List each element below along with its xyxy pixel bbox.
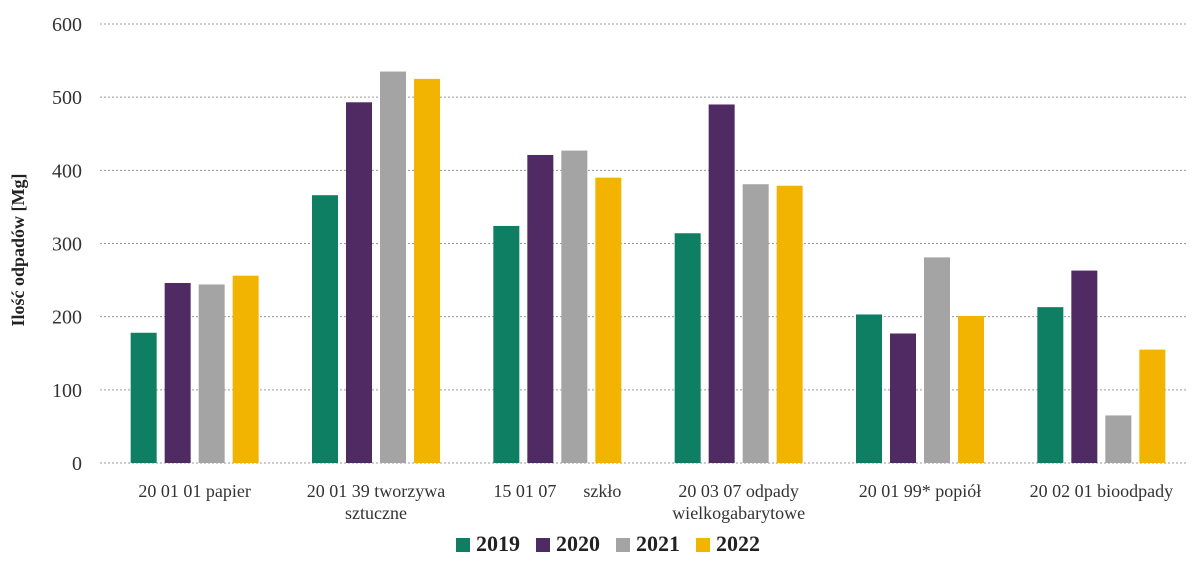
bar-2020 (527, 155, 553, 463)
y-axis-ticks: 0 100 200 300 400 500 600 (52, 14, 82, 475)
gridlines (100, 24, 1188, 463)
legend: 2019 2020 2021 2022 (456, 531, 760, 556)
bar-2021 (199, 284, 225, 463)
legend-label: 2019 (476, 531, 520, 556)
bar-2022 (233, 276, 259, 463)
bar-2021 (561, 151, 587, 463)
category-label: 20 01 99* popiół (859, 481, 982, 501)
bar-2022 (414, 79, 440, 463)
bar-2020 (1071, 271, 1097, 463)
bar-2019 (856, 314, 882, 463)
bar-2021 (924, 257, 950, 463)
y-tick-label: 300 (52, 234, 82, 256)
bar-2019 (1037, 307, 1063, 463)
legend-label: 2020 (556, 531, 600, 556)
category-label: wielkogabarytowe (672, 503, 805, 523)
y-axis-label: Ilość odpadów [Mg] (8, 173, 28, 326)
category-label: 20 01 39 tworzywa (307, 481, 445, 501)
bar-2022 (595, 178, 621, 463)
legend-swatch-2022 (696, 538, 710, 552)
legend-swatch-2021 (616, 538, 630, 552)
category-label: 20 03 07 odpady (678, 481, 799, 501)
y-tick-label: 100 (52, 380, 82, 402)
bar-series (131, 72, 1166, 463)
bar-2019 (493, 226, 519, 463)
bar-2021 (1105, 415, 1131, 463)
x-axis-categories: 20 01 01 papier 20 01 39 tworzywasztuczne… (138, 481, 1173, 523)
category-label: 20 01 01 papier (138, 481, 250, 501)
bar-2021 (380, 72, 406, 463)
category-label: sztuczne (345, 503, 407, 523)
bar-2019 (131, 333, 157, 463)
bar-2019 (675, 233, 701, 463)
bar-2020 (165, 283, 191, 463)
bar-2020 (890, 333, 916, 463)
y-tick-label: 400 (52, 160, 82, 182)
y-tick-label: 600 (52, 14, 82, 36)
y-tick-label: 200 (52, 307, 82, 329)
bar-2020 (709, 104, 735, 463)
category-label: 20 02 01 bioodpady (1030, 481, 1174, 501)
bar-2022 (1139, 350, 1165, 463)
legend-swatch-2020 (536, 538, 550, 552)
y-tick-label: 0 (72, 453, 82, 475)
bar-2022 (777, 186, 803, 463)
category-label: 15 01 07 szkło (493, 481, 621, 501)
bar-2019 (312, 195, 338, 463)
legend-label: 2022 (716, 531, 760, 556)
bar-2021 (743, 184, 769, 463)
bar-2022 (958, 316, 984, 463)
y-tick-label: 500 (52, 87, 82, 109)
legend-swatch-2019 (456, 538, 470, 552)
bar-2020 (346, 102, 372, 463)
legend-label: 2021 (636, 531, 680, 556)
